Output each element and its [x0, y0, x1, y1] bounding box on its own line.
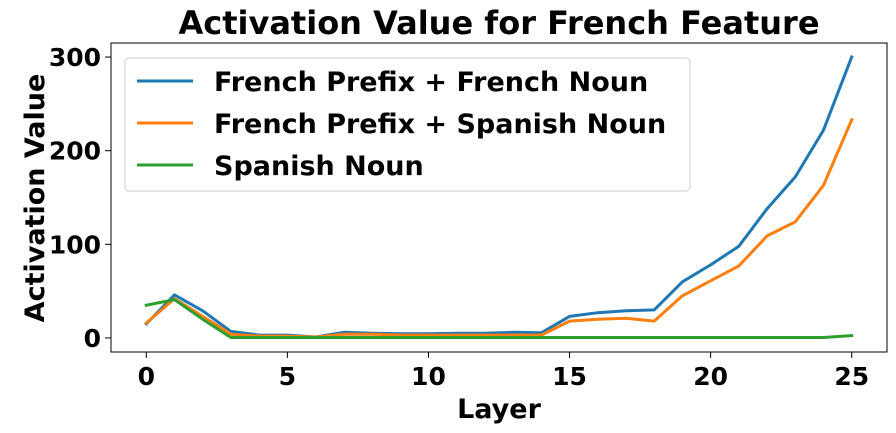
series-line-3 — [144, 298, 854, 339]
legend-label-2: French Prefix + Spanish Noun — [214, 109, 666, 140]
plot-area — [144, 55, 854, 339]
axis-ticks: 0 5 10 15 20 25 0 100 200 300 — [49, 43, 869, 391]
x-tick-label: 0 — [138, 362, 155, 391]
legend-box — [124, 57, 691, 192]
x-axis-label: Layer — [457, 394, 542, 425]
legend: French Prefix + French Noun French Prefix… — [124, 57, 691, 192]
y-tick-label: 100 — [49, 230, 101, 259]
legend-label-3: Spanish Noun — [214, 151, 424, 182]
x-tick-label: 10 — [411, 362, 446, 391]
plot-frame — [110, 42, 888, 353]
chart-title: Activation Value for French Feature — [178, 4, 819, 42]
x-tick-label: 5 — [279, 362, 296, 391]
legend-label-1: French Prefix + French Noun — [214, 67, 648, 98]
y-tick-label: 200 — [49, 137, 101, 166]
y-axis-label: Activation Value — [20, 74, 51, 323]
y-tick-label: 0 — [84, 324, 101, 353]
x-tick-label: 20 — [693, 362, 728, 391]
x-tick-label: 15 — [552, 362, 587, 391]
x-tick-label: 25 — [834, 362, 869, 391]
y-tick-label: 300 — [49, 43, 101, 72]
